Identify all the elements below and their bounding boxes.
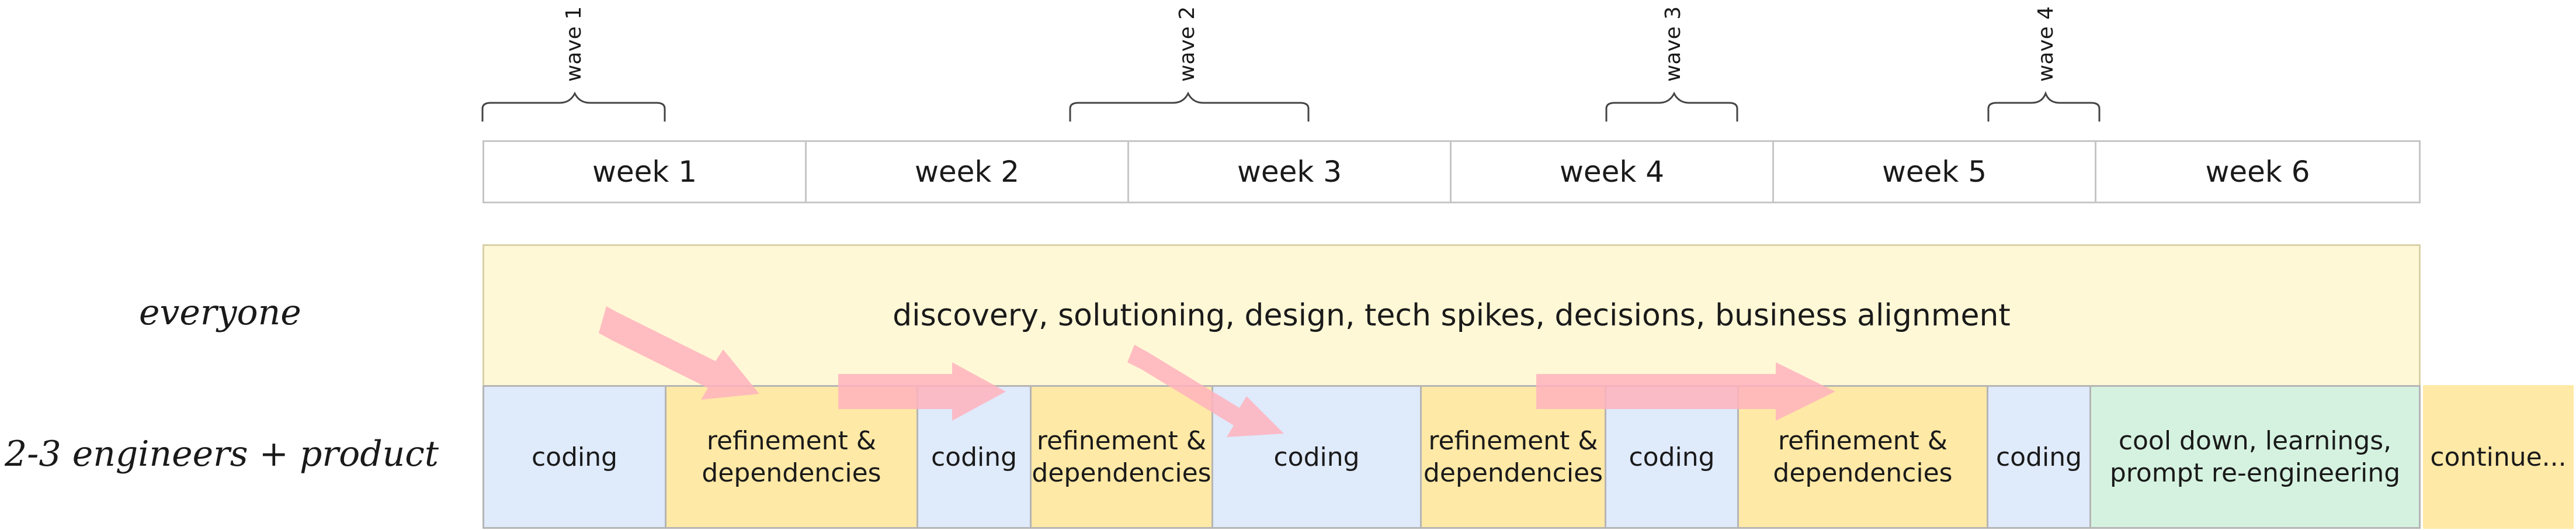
refinement-block: refinement & dependencies [665, 385, 918, 529]
wave-3-brace [1605, 91, 1738, 122]
team-row-label: 2-3 engineers + product [5, 434, 439, 474]
coding-block: coding [482, 385, 666, 529]
wave-1-brace [481, 91, 666, 122]
flow-arrow [838, 362, 1006, 421]
week-6-cell: week 6 [2095, 140, 2421, 203]
week-5-cell: week 5 [1772, 140, 2096, 203]
wave-4-brace [1987, 91, 2101, 122]
week-2-cell: week 2 [805, 140, 1129, 203]
week-3-cell: week 3 [1127, 140, 1452, 203]
everyone-row-label: everyone [139, 292, 301, 333]
flow-arrow [1127, 345, 1284, 437]
week-1-cell: week 1 [482, 140, 807, 203]
cooldown-block: cool down, learnings, prompt re-engineer… [2089, 385, 2421, 529]
wave-2-brace [1069, 91, 1310, 122]
refinement-block: refinement & dependencies [1030, 385, 1213, 529]
continue-block: continue... [2423, 385, 2574, 529]
flow-arrow [1536, 362, 1835, 421]
everyone-activity-band: discovery, solutioning, design, tech spi… [482, 244, 2421, 387]
week-4-cell: week 4 [1450, 140, 1774, 203]
flow-arrow [599, 306, 759, 400]
